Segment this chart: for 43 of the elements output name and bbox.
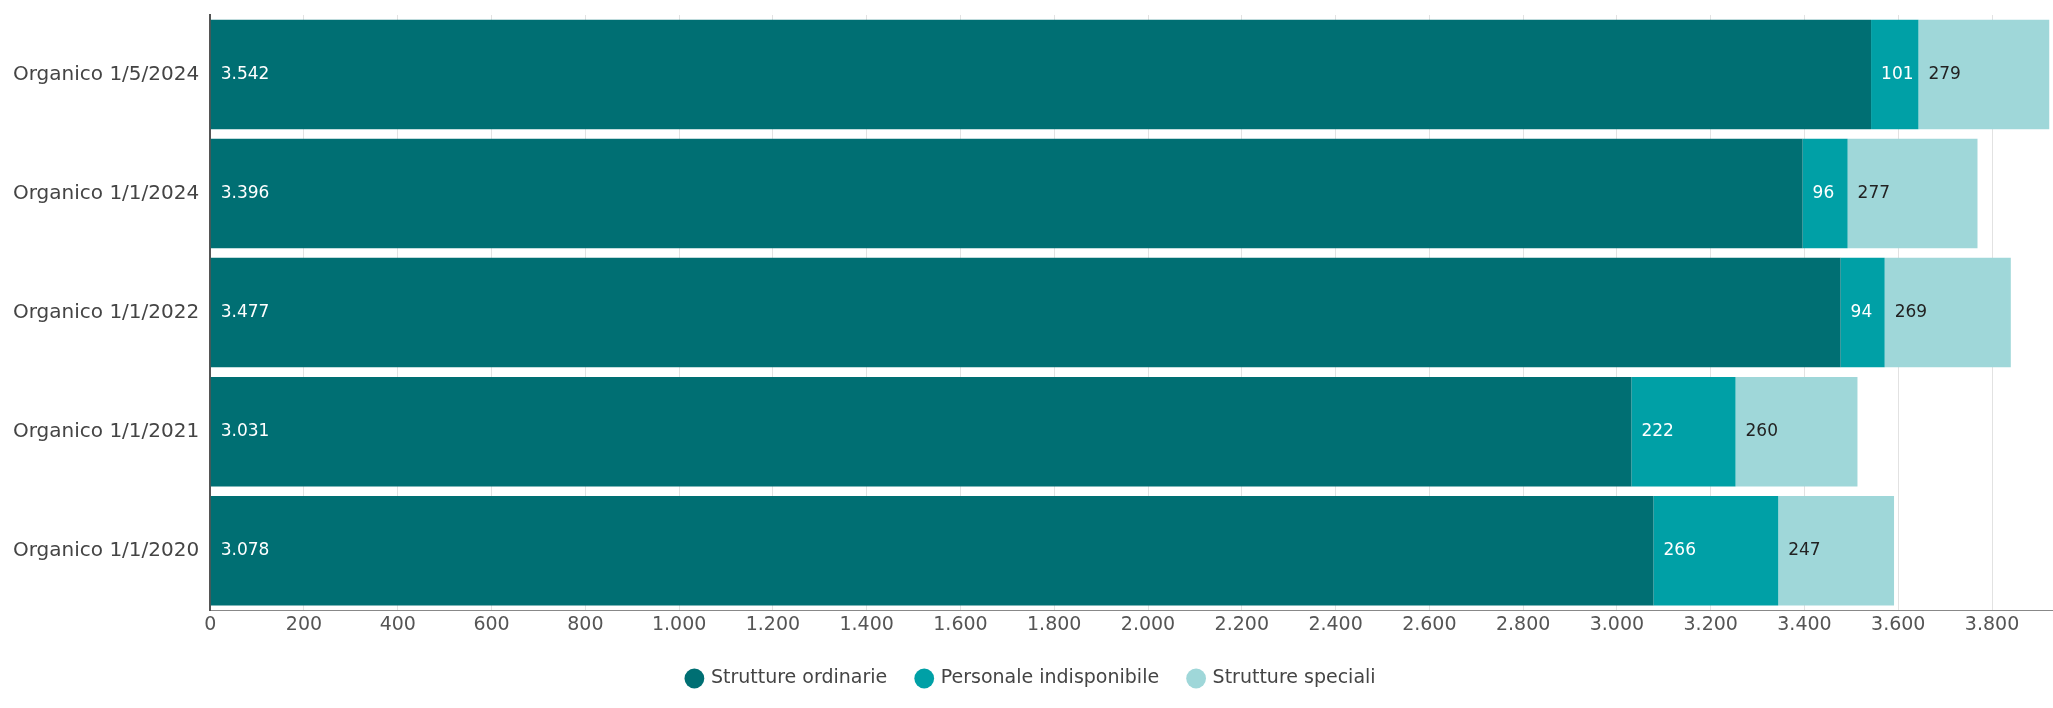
x-tick-label: 3.600 [1871,611,1926,634]
x-tick-label: 1.200 [745,611,801,634]
x-tick-label: 600 [473,611,510,634]
y-tick-label: Organico 1/1/2024 [12,179,200,204]
x-tick-label: 1.000 [651,611,707,634]
x-tick-label: 2.200 [1214,611,1269,634]
x-tick-label: 1.600 [933,611,988,634]
x-tick-label: 2.800 [1495,611,1551,634]
x-tick-label: 1.400 [839,611,894,634]
data-label: 3.078 [220,539,270,560]
data-label: 3.477 [220,301,270,322]
x-tick-label: 2.400 [1308,611,1363,634]
x-tick-label: 400 [379,611,416,634]
x-tick-label: 3.800 [1964,611,2020,634]
y-tick-label: Organico 1/5/2024 [12,60,200,85]
data-label: 222 [1641,420,1674,441]
data-label: 3.031 [220,420,270,441]
x-tick-label: 800 [567,611,604,634]
legend-label: Strutture speciali [1212,665,1376,688]
data-label: 3.396 [220,181,270,202]
y-tick-label: Organico 1/1/2020 [12,536,200,561]
data-label: 3.542 [220,62,270,83]
y-tick-label: Organico 1/1/2022 [12,298,200,323]
legend-label: Personale indisponibile [940,665,1160,688]
data-label: 96 [1812,181,1835,202]
x-tick-label: 1.800 [1027,611,1082,634]
data-label: 247 [1788,539,1821,560]
x-tick-label: 3.000 [1589,611,1645,634]
data-label: 269 [1894,301,1928,322]
legend-label: Strutture ordinarie [710,665,888,688]
data-label: 277 [1857,181,1891,202]
x-tick-label: 200 [285,611,323,634]
x-tick-label: 2.600 [1402,611,1457,634]
data-label: 94 [1850,301,1873,322]
x-tick-label: 0 [204,611,217,634]
x-tick-label: 2.000 [1120,611,1176,634]
data-label: 101 [1881,62,1914,83]
x-tick-label: 3.200 [1683,611,1738,634]
y-tick-label: Organico 1/1/2021 [12,417,200,442]
data-label: 266 [1663,539,1696,560]
x-tick-label: 3.400 [1777,611,1832,634]
data-label: 279 [1928,62,1961,83]
data-label: 260 [1745,420,1779,441]
